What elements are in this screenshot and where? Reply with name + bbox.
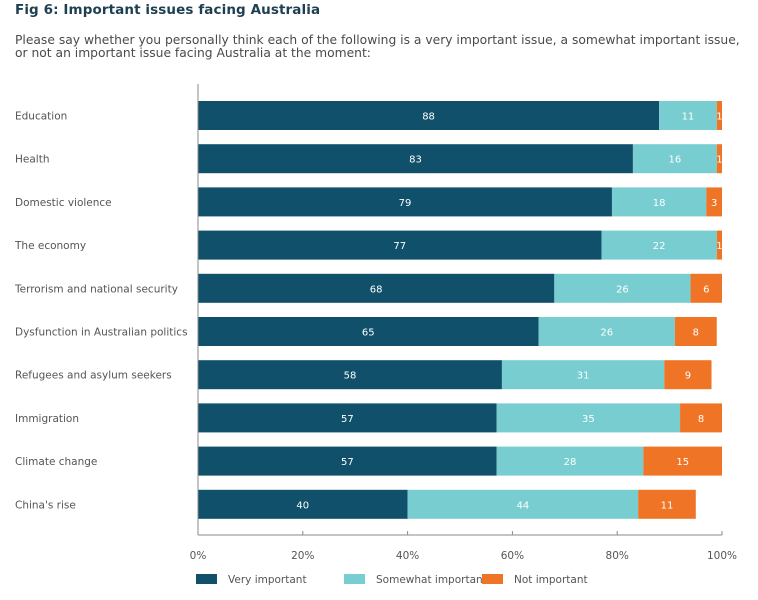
bar-label-not-important-china-s-rise: 11 bbox=[661, 500, 674, 511]
bar-label-very-important-terrorism-and-national-security: 68 bbox=[370, 284, 383, 295]
bar-very-important-immigration bbox=[198, 403, 497, 433]
bar-somewhat-important-terrorism-and-national-security bbox=[554, 273, 691, 303]
bar-label-not-important-education: 1 bbox=[716, 112, 722, 123]
bar-very-important-domestic-violence bbox=[198, 187, 612, 217]
x-tick-label: 20% bbox=[291, 550, 314, 562]
bar-label-somewhat-important-the-economy: 22 bbox=[653, 241, 666, 252]
legend: Very important Somewhat important Not impo… bbox=[196, 574, 588, 586]
legend-swatch-not-important bbox=[482, 574, 503, 584]
x-tick-label: 0% bbox=[190, 550, 207, 562]
bar-label-not-important-health: 1 bbox=[716, 155, 722, 166]
bar-label-not-important-climate-change: 15 bbox=[676, 457, 689, 468]
category-label-domestic-violence: Domestic violence bbox=[15, 197, 112, 209]
legend-label-very-important: Very important bbox=[228, 574, 307, 586]
bar-label-not-important-domestic-violence: 3 bbox=[711, 198, 717, 209]
bar-label-very-important-domestic-violence: 79 bbox=[399, 198, 412, 209]
bar-somewhat-important-dysfunction-in-australian-politics bbox=[538, 317, 675, 346]
bar-label-very-important-china-s-rise: 40 bbox=[296, 500, 309, 511]
bar-label-not-important-terrorism-and-national-security: 6 bbox=[703, 284, 709, 295]
bar-not-important-dysfunction-in-australian-politics bbox=[674, 317, 717, 346]
bar-somewhat-important-china-s-rise bbox=[407, 489, 639, 519]
category-label-the-economy: The economy bbox=[14, 240, 86, 252]
bar-not-important-immigration bbox=[680, 403, 722, 433]
bar-label-not-important-refugees-and-asylum-seekers: 9 bbox=[685, 371, 691, 382]
bar-very-important-terrorism-and-national-security bbox=[198, 273, 555, 303]
bar-label-somewhat-important-refugees-and-asylum-seekers: 31 bbox=[577, 371, 590, 382]
bar-somewhat-important-refugees-and-asylum-seekers bbox=[501, 360, 665, 390]
bar-somewhat-important-climate-change bbox=[496, 446, 644, 476]
bar-somewhat-important-education bbox=[659, 101, 717, 130]
bar-very-important-refugees-and-asylum-seekers bbox=[198, 360, 502, 390]
chart-title: Fig 6: Important issues facing Australia bbox=[15, 2, 321, 18]
bar-very-important-health bbox=[198, 144, 633, 174]
bar-label-very-important-education: 88 bbox=[422, 112, 435, 123]
category-label-china-s-rise: China's rise bbox=[15, 499, 76, 511]
category-label-dysfunction-in-australian-politics: Dysfunction in Australian politics bbox=[15, 327, 188, 339]
bar-label-very-important-climate-change: 57 bbox=[341, 457, 354, 468]
bar-not-important-climate-change bbox=[643, 446, 722, 476]
bars-group: 88 11 183 16 179 18 377 22 168 26 665 26 858 31 957 35 8… bbox=[198, 101, 723, 519]
bar-label-not-important-the-economy: 1 bbox=[716, 241, 722, 252]
bar-very-important-climate-change bbox=[198, 446, 497, 476]
category-label-terrorism-and-national-security: Terrorism and national security bbox=[14, 283, 178, 295]
bar-label-very-important-the-economy: 77 bbox=[393, 241, 406, 252]
bar-very-important-education bbox=[198, 101, 660, 130]
bar-label-somewhat-important-domestic-violence: 18 bbox=[653, 198, 666, 209]
x-tick-label: 60% bbox=[501, 550, 524, 562]
bar-not-important-health bbox=[716, 144, 722, 174]
bar-somewhat-important-the-economy bbox=[601, 230, 717, 260]
bar-label-very-important-dysfunction-in-australian-politics: 65 bbox=[362, 328, 375, 339]
category-label-climate-change: Climate change bbox=[15, 456, 97, 468]
chart-subtitle: Please say whether you personally think … bbox=[15, 33, 740, 60]
bar-somewhat-important-domestic-violence bbox=[611, 187, 707, 217]
bar-somewhat-important-immigration bbox=[496, 403, 681, 433]
bar-not-important-china-s-rise bbox=[638, 489, 696, 519]
bar-label-somewhat-important-china-s-rise: 44 bbox=[517, 500, 530, 511]
legend-swatch-somewhat-important bbox=[344, 574, 365, 584]
category-labels: Education Health Domestic violence The econ… bbox=[14, 111, 188, 512]
x-tick-label: 100% bbox=[707, 550, 737, 562]
bar-not-important-terrorism-and-national-security bbox=[690, 273, 722, 303]
bar-very-important-the-economy bbox=[198, 230, 602, 260]
bar-label-not-important-immigration: 8 bbox=[698, 414, 704, 425]
bar-label-somewhat-important-dysfunction-in-australian-politics: 26 bbox=[600, 328, 613, 339]
bar-label-not-important-dysfunction-in-australian-politics: 8 bbox=[693, 328, 699, 339]
bar-label-very-important-refugees-and-asylum-seekers: 58 bbox=[344, 371, 357, 382]
category-label-refugees-and-asylum-seekers: Refugees and asylum seekers bbox=[15, 370, 172, 382]
bar-label-somewhat-important-terrorism-and-national-security: 26 bbox=[616, 284, 629, 295]
bar-somewhat-important-health bbox=[632, 144, 717, 174]
bar-label-somewhat-important-immigration: 35 bbox=[582, 414, 595, 425]
category-label-education: Education bbox=[15, 111, 67, 123]
bar-not-important-domestic-violence bbox=[706, 187, 722, 217]
x-tick-label: 80% bbox=[606, 550, 629, 562]
legend-label-somewhat-important: Somewhat important bbox=[376, 574, 487, 586]
bar-very-important-dysfunction-in-australian-politics bbox=[198, 317, 539, 346]
bar-not-important-refugees-and-asylum-seekers bbox=[664, 360, 712, 390]
category-label-immigration: Immigration bbox=[15, 413, 79, 425]
x-axis: 0% 20% 40% 60% 80% 100% bbox=[190, 84, 737, 562]
category-label-health: Health bbox=[15, 154, 49, 166]
bar-label-somewhat-important-education: 11 bbox=[682, 112, 695, 123]
bar-not-important-education bbox=[716, 101, 722, 130]
bar-label-very-important-immigration: 57 bbox=[341, 414, 354, 425]
bar-not-important-the-economy bbox=[716, 230, 722, 260]
bar-label-somewhat-important-climate-change: 28 bbox=[564, 457, 577, 468]
legend-swatch-very-important bbox=[196, 574, 217, 584]
bar-label-somewhat-important-health: 16 bbox=[668, 155, 681, 166]
legend-label-not-important: Not important bbox=[514, 574, 588, 586]
bar-very-important-china-s-rise bbox=[198, 489, 408, 519]
bar-label-very-important-health: 83 bbox=[409, 155, 422, 166]
x-tick-label: 40% bbox=[396, 550, 419, 562]
